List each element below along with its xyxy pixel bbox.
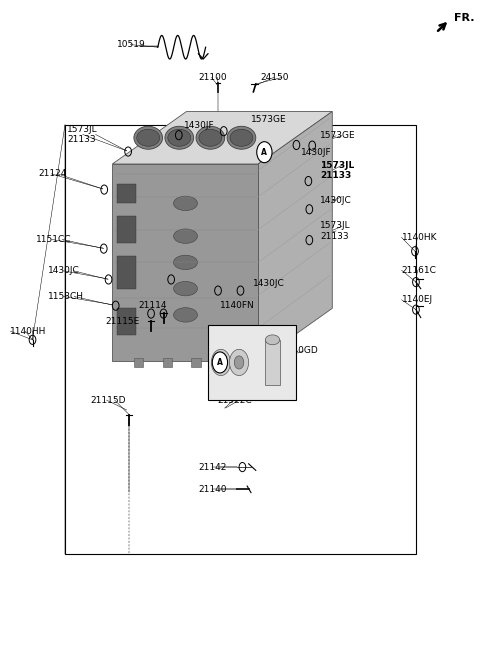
Text: 25124D: 25124D bbox=[210, 346, 246, 356]
Text: 1430JF: 1430JF bbox=[184, 121, 215, 131]
Text: 1573JL
21133: 1573JL 21133 bbox=[320, 221, 351, 241]
Text: A: A bbox=[262, 148, 267, 157]
Circle shape bbox=[211, 349, 230, 375]
Polygon shape bbox=[112, 112, 332, 164]
Ellipse shape bbox=[265, 335, 280, 345]
Text: 1151CC: 1151CC bbox=[36, 235, 72, 244]
Ellipse shape bbox=[174, 308, 197, 322]
Text: 1153CH: 1153CH bbox=[48, 292, 84, 301]
Ellipse shape bbox=[165, 126, 193, 150]
Text: 1573JL
21133: 1573JL 21133 bbox=[67, 125, 97, 144]
Text: 1573GE: 1573GE bbox=[251, 115, 287, 124]
Text: 21115D: 21115D bbox=[91, 396, 126, 405]
Bar bbox=[117, 184, 136, 203]
Ellipse shape bbox=[174, 255, 197, 270]
Ellipse shape bbox=[168, 129, 191, 146]
Ellipse shape bbox=[227, 126, 256, 150]
Text: 21115E: 21115E bbox=[105, 317, 139, 326]
Bar bbox=[64, 125, 416, 554]
Bar bbox=[117, 216, 136, 243]
Ellipse shape bbox=[174, 229, 197, 243]
Text: 10519: 10519 bbox=[117, 40, 146, 49]
Text: 1430JC: 1430JC bbox=[253, 279, 285, 288]
Ellipse shape bbox=[137, 129, 160, 146]
Ellipse shape bbox=[230, 129, 253, 146]
Text: FR.: FR. bbox=[454, 13, 475, 24]
Circle shape bbox=[257, 142, 272, 163]
Text: 21522C: 21522C bbox=[217, 396, 252, 405]
Bar bbox=[117, 256, 136, 289]
Text: 1430JF: 1430JF bbox=[301, 148, 332, 157]
Bar bbox=[208, 325, 297, 400]
Text: 1140FN: 1140FN bbox=[220, 300, 255, 310]
Text: 21100: 21100 bbox=[198, 73, 227, 82]
Text: 1140EJ: 1140EJ bbox=[402, 295, 433, 304]
Text: 1573GE: 1573GE bbox=[320, 131, 356, 140]
Circle shape bbox=[212, 352, 228, 373]
Ellipse shape bbox=[199, 129, 222, 146]
Ellipse shape bbox=[134, 126, 163, 150]
Text: 1140GD: 1140GD bbox=[282, 346, 319, 356]
Text: 21114: 21114 bbox=[139, 300, 167, 310]
Circle shape bbox=[234, 356, 244, 369]
Text: 1430JC: 1430JC bbox=[320, 195, 352, 205]
Bar bbox=[117, 308, 136, 335]
Bar bbox=[163, 358, 172, 367]
Text: 1430JC: 1430JC bbox=[48, 266, 80, 276]
Circle shape bbox=[229, 349, 249, 375]
Circle shape bbox=[216, 356, 226, 369]
Text: 1573JL
21133: 1573JL 21133 bbox=[320, 161, 355, 180]
Ellipse shape bbox=[174, 196, 197, 211]
Text: 1140HK: 1140HK bbox=[402, 233, 437, 242]
Bar bbox=[191, 358, 201, 367]
Text: 24150: 24150 bbox=[261, 73, 289, 82]
Text: 21142: 21142 bbox=[198, 462, 227, 472]
Polygon shape bbox=[258, 112, 332, 361]
Polygon shape bbox=[112, 164, 258, 361]
Bar bbox=[220, 358, 229, 367]
Text: 21124: 21124 bbox=[38, 169, 67, 178]
Text: 21140: 21140 bbox=[198, 485, 227, 494]
Bar bbox=[134, 358, 144, 367]
Text: 21119B: 21119B bbox=[220, 368, 255, 377]
Ellipse shape bbox=[196, 126, 225, 150]
Text: 21161C: 21161C bbox=[402, 266, 436, 275]
Text: 1140HH: 1140HH bbox=[10, 327, 46, 336]
Text: A: A bbox=[217, 358, 223, 367]
Bar bbox=[265, 340, 280, 385]
Ellipse shape bbox=[174, 281, 197, 296]
